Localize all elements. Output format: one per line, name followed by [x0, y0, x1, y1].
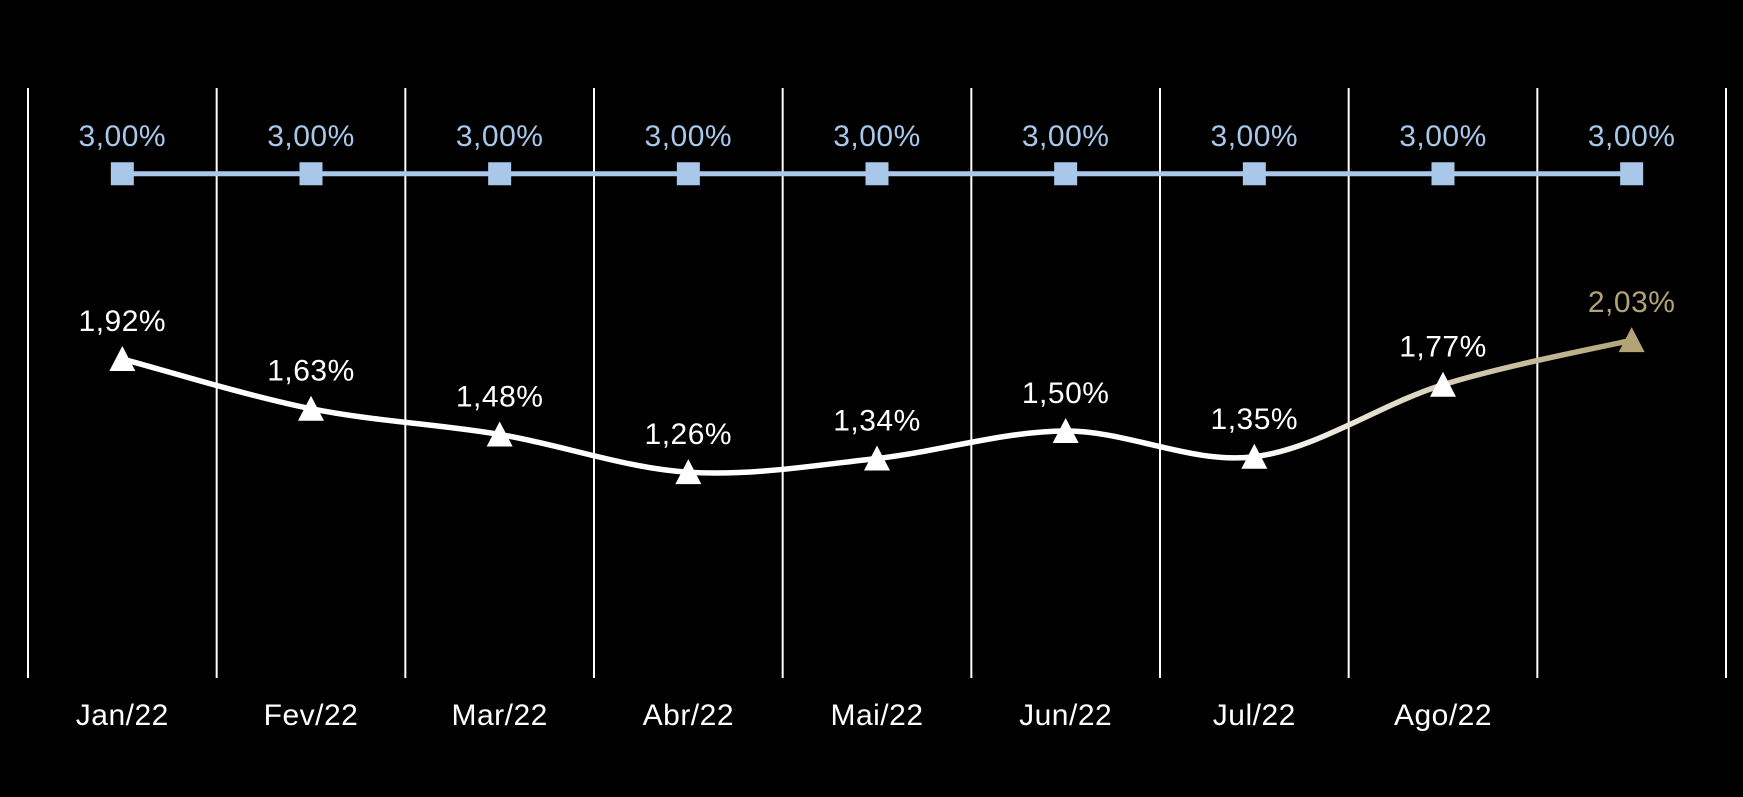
indicator-marker — [1430, 371, 1456, 397]
x-axis-label: Abr/22 — [643, 699, 734, 732]
indicator-marker — [1241, 443, 1268, 469]
meta-marker — [110, 162, 134, 186]
x-axis-label: Jan/22 — [76, 699, 169, 732]
indicator-marker — [486, 421, 513, 447]
x-axis-label: Fev/22 — [264, 699, 359, 732]
meta-marker — [865, 162, 889, 186]
x-axis-label: Jun/22 — [1019, 699, 1112, 732]
meta-series: 3,00% 3,00% 3,00% 3,00% 3,00% 3,00% 3,00% 3,00%… — [79, 120, 1676, 186]
x-axis-label: Mar/22 — [451, 699, 547, 732]
meta-value-label: 3,00% — [79, 120, 167, 153]
meta-value-label: 3,00% — [1399, 120, 1487, 153]
x-axis-label: Jul/22 — [1213, 699, 1296, 732]
meta-value-label: 3,00% — [456, 120, 544, 153]
indicator-marker — [1052, 418, 1079, 444]
indicator-value-label: 1,48% — [456, 380, 544, 413]
meta-value-label: 3,00% — [1211, 120, 1299, 153]
indicator-value-label: 2,03% — [1588, 286, 1676, 319]
indicator-value-label: 1,50% — [1022, 377, 1110, 410]
meta-value-label: 3,00% — [1022, 120, 1110, 153]
indicator-marker — [675, 459, 702, 485]
x-axis-label: Ago/22 — [1394, 699, 1492, 732]
meta-value-label: 3,00% — [1588, 120, 1676, 153]
meta-marker — [676, 162, 700, 186]
meta-marker — [1242, 162, 1266, 186]
x-axis-label: Mai/22 — [830, 699, 923, 732]
meta-value-label: 3,00% — [833, 120, 921, 153]
x-axis: Jan/22 Fev/22 Mar/22 Abr/22 Mai/22 Jun/22 Jul/… — [76, 699, 1492, 732]
meta-marker — [488, 162, 512, 186]
meta-value-label: 3,00% — [645, 120, 733, 153]
indicator-series: 1,92% 1,63% 1,48% 1,26% 1,34% 1,50% 1,35% 1,77%… — [79, 286, 1676, 485]
meta-marker — [1620, 162, 1644, 186]
indicator-marker — [298, 395, 324, 421]
indicator-value-label: 1,92% — [79, 305, 167, 338]
meta-value-label: 3,00% — [267, 120, 355, 153]
indicator-value-label: 1,26% — [645, 418, 733, 451]
indicator-value-label: 1,35% — [1211, 403, 1299, 436]
meta-marker — [1054, 162, 1078, 186]
indicator-value-label: 1,63% — [267, 355, 355, 388]
indicator-value-label: 1,77% — [1399, 331, 1487, 364]
meta-marker — [1431, 162, 1455, 186]
indicator-value-label: 1,34% — [833, 404, 921, 437]
indicator-marker — [109, 345, 136, 371]
meta-marker — [299, 162, 323, 186]
indicator-marker — [1618, 327, 1645, 353]
indicator-marker — [864, 445, 890, 471]
